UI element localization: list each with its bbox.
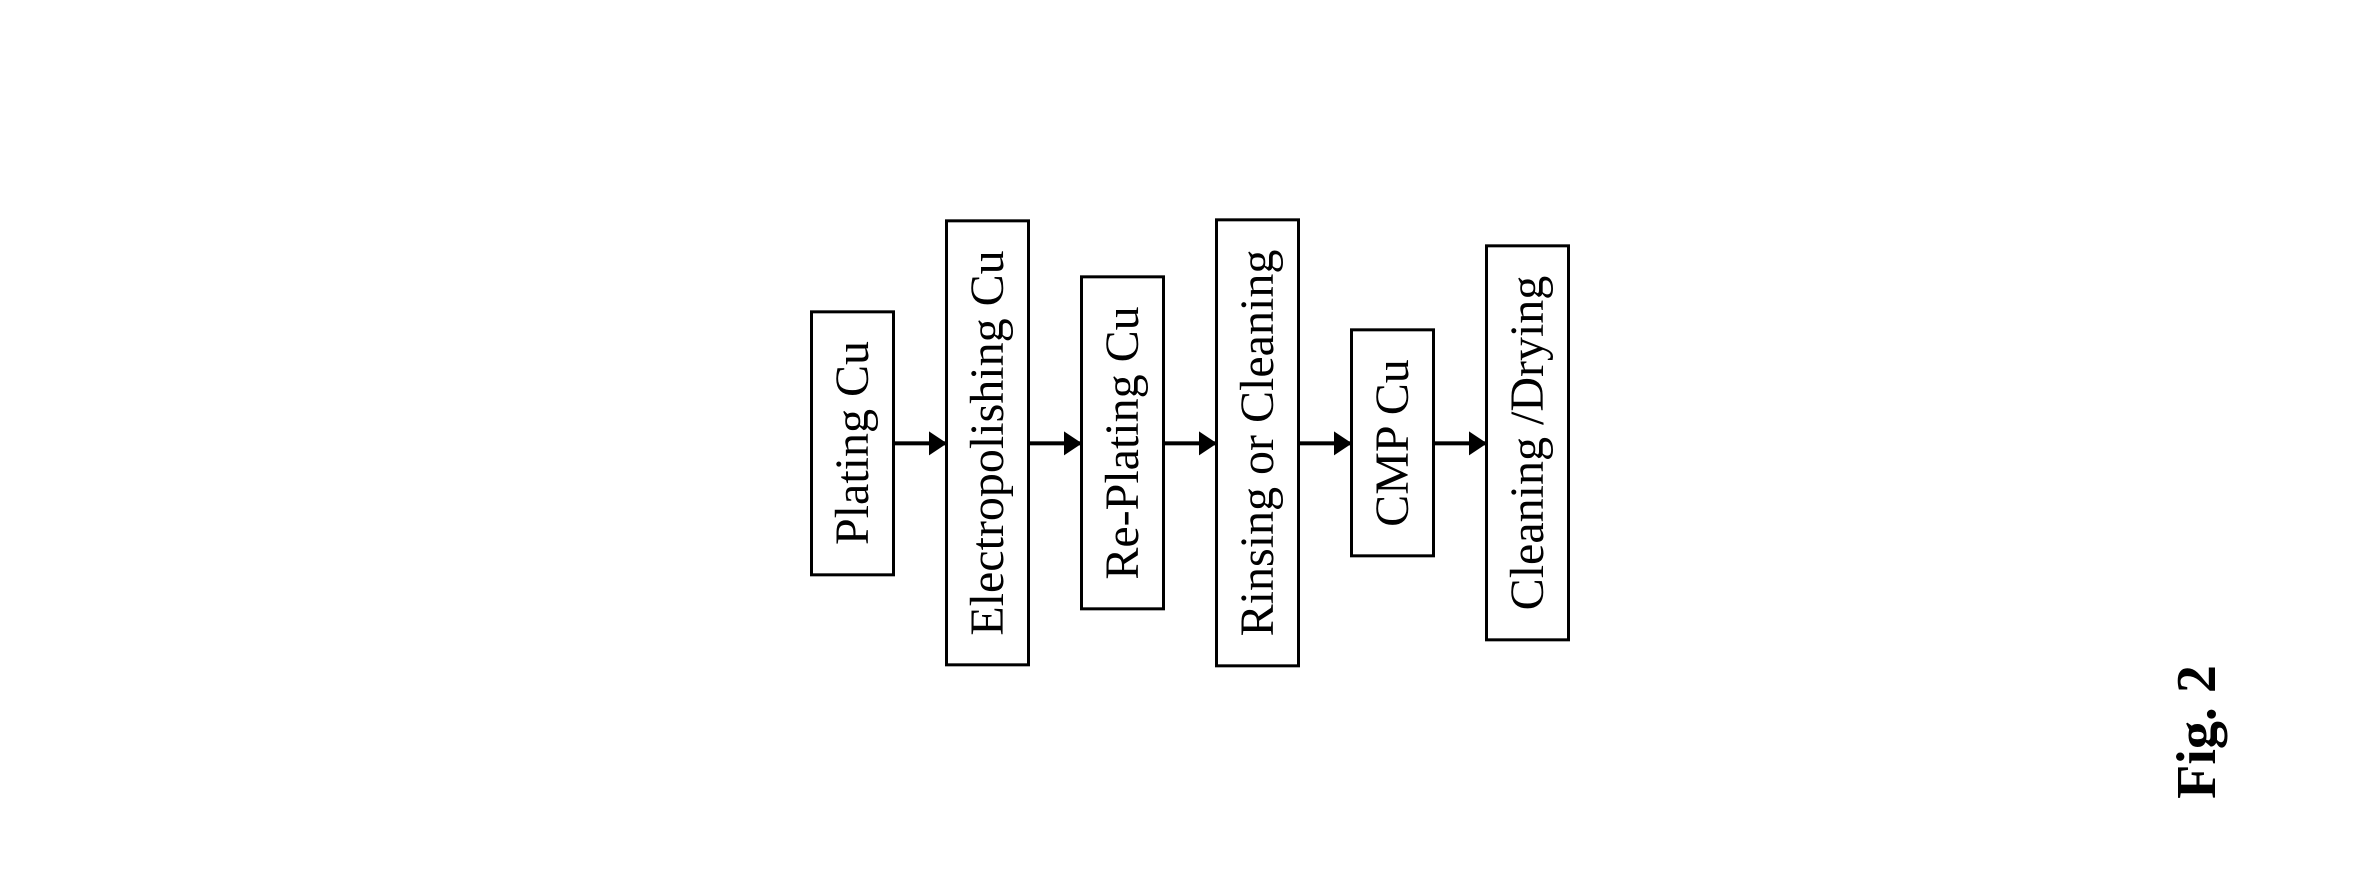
arrow-2 [1030,441,1080,445]
process-step-5: CMP Cu [1350,328,1435,558]
process-step-1: Plating Cu [810,310,895,576]
process-step-6: Cleaning /Drying [1485,245,1570,642]
flowchart-container: Plating Cu Electropolishing Cu Re-Platin… [810,219,1570,668]
arrow-1 [895,441,945,445]
arrow-4 [1300,441,1350,445]
process-step-3: Re-Plating Cu [1080,275,1165,610]
figure-label: Fig. 2 [2165,665,2229,799]
arrow-5 [1435,441,1485,445]
process-step-2: Electropolishing Cu [945,219,1030,666]
process-step-4: Rinsing or Cleaning [1215,219,1300,668]
arrow-3 [1165,441,1215,445]
